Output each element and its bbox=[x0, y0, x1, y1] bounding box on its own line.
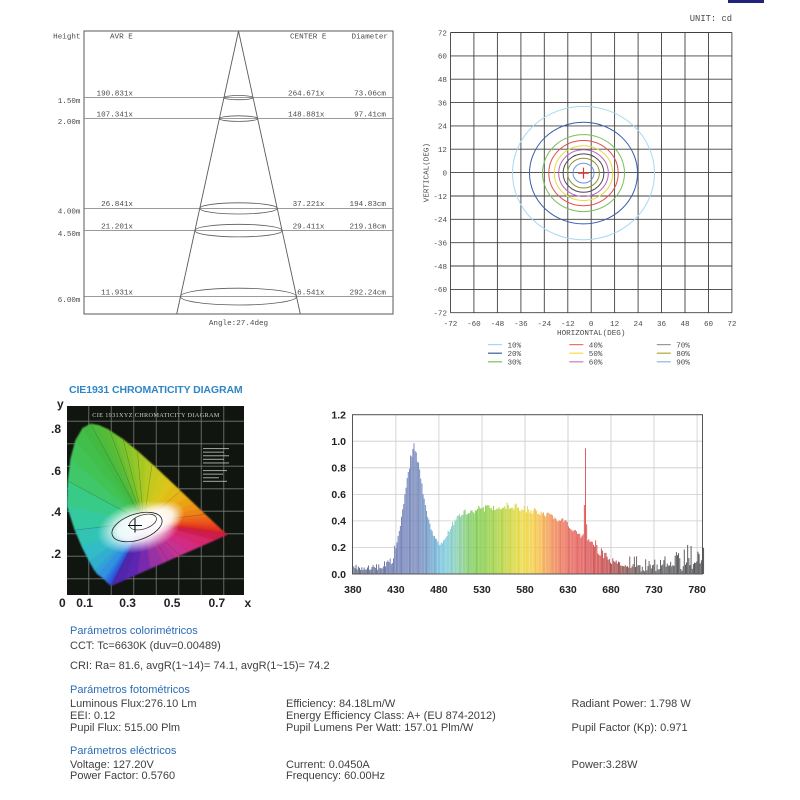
svg-text:780: 780 bbox=[688, 584, 706, 596]
svg-text:630: 630 bbox=[559, 584, 577, 596]
svg-text:194.83cm: 194.83cm bbox=[350, 201, 387, 209]
svg-text:107.341x: 107.341x bbox=[97, 111, 134, 119]
svg-text:530: 530 bbox=[473, 584, 491, 596]
svg-text:CENTER E: CENTER E bbox=[290, 34, 327, 42]
svg-text:219.18cm: 219.18cm bbox=[350, 223, 387, 231]
svg-text:VERTICAL(DEG): VERTICAL(DEG) bbox=[424, 143, 432, 202]
svg-text:60: 60 bbox=[704, 321, 714, 329]
svg-text:UNIT: cd: UNIT: cd bbox=[690, 14, 732, 24]
svg-text:-48: -48 bbox=[491, 321, 505, 329]
svg-text:72: 72 bbox=[727, 321, 737, 329]
svg-text:-24: -24 bbox=[537, 321, 551, 329]
svg-text:0.8: 0.8 bbox=[331, 463, 346, 475]
svg-text:2.00m: 2.00m bbox=[58, 119, 81, 127]
svg-text:1.0: 1.0 bbox=[331, 436, 346, 448]
svg-text:20%: 20% bbox=[508, 351, 522, 359]
svg-text:-24: -24 bbox=[433, 217, 447, 225]
svg-text:1.50m: 1.50m bbox=[58, 98, 81, 106]
svg-text:6.00m: 6.00m bbox=[58, 297, 81, 305]
svg-text:73.06cm: 73.06cm bbox=[354, 90, 386, 98]
svg-text:480: 480 bbox=[430, 584, 448, 596]
svg-text:-60: -60 bbox=[433, 287, 447, 295]
svg-text:264.671x: 264.671x bbox=[288, 90, 325, 98]
svg-text:Diameter: Diameter bbox=[352, 34, 388, 42]
svg-text:580: 580 bbox=[516, 584, 534, 596]
svg-text:37.221x: 37.221x bbox=[293, 201, 325, 209]
svg-text:380: 380 bbox=[344, 584, 362, 596]
svg-text:-36: -36 bbox=[514, 321, 528, 329]
svg-text:680: 680 bbox=[602, 584, 620, 596]
svg-text:29.411x: 29.411x bbox=[293, 223, 325, 231]
svg-text:0.4: 0.4 bbox=[331, 516, 346, 528]
svg-text:-36: -36 bbox=[433, 241, 447, 249]
svg-text:-60: -60 bbox=[467, 321, 481, 329]
svg-text:292.24cm: 292.24cm bbox=[350, 289, 387, 297]
svg-text:48: 48 bbox=[438, 77, 448, 85]
svg-text:-72: -72 bbox=[444, 321, 458, 329]
svg-text:-72: -72 bbox=[433, 311, 447, 319]
svg-text:0: 0 bbox=[589, 321, 594, 329]
svg-text:4.00m: 4.00m bbox=[58, 209, 81, 217]
svg-text:0.2: 0.2 bbox=[331, 542, 346, 554]
svg-text:72: 72 bbox=[438, 30, 448, 38]
svg-text:48: 48 bbox=[680, 321, 690, 329]
svg-text:11.931x: 11.931x bbox=[101, 289, 133, 297]
svg-text:70%: 70% bbox=[676, 343, 690, 351]
svg-text:-48: -48 bbox=[433, 264, 447, 272]
svg-text:12: 12 bbox=[438, 147, 448, 155]
svg-text:Angle:27.4deg: Angle:27.4deg bbox=[209, 320, 268, 328]
svg-text:10%: 10% bbox=[508, 343, 522, 351]
svg-text:80%: 80% bbox=[676, 351, 690, 359]
svg-text:97.41cm: 97.41cm bbox=[354, 111, 386, 119]
svg-text:40%: 40% bbox=[589, 343, 603, 351]
svg-text:36: 36 bbox=[438, 100, 448, 108]
svg-text:60: 60 bbox=[438, 54, 448, 62]
svg-text:21.201x: 21.201x bbox=[101, 223, 133, 231]
svg-text:26.841x: 26.841x bbox=[101, 201, 133, 209]
svg-text:90%: 90% bbox=[676, 360, 690, 368]
svg-text:0.6: 0.6 bbox=[331, 489, 346, 501]
svg-text:36: 36 bbox=[657, 321, 667, 329]
svg-text:6.541x: 6.541x bbox=[297, 289, 325, 297]
svg-text:24: 24 bbox=[634, 321, 644, 329]
svg-text:730: 730 bbox=[645, 584, 663, 596]
svg-text:190.831x: 190.831x bbox=[97, 90, 134, 98]
svg-text:60%: 60% bbox=[589, 360, 603, 368]
svg-text:30%: 30% bbox=[508, 360, 522, 368]
svg-text:148.881x: 148.881x bbox=[288, 111, 325, 119]
svg-text:430: 430 bbox=[387, 584, 405, 596]
svg-text:24: 24 bbox=[438, 124, 448, 132]
svg-text:50%: 50% bbox=[589, 351, 603, 359]
svg-text:0.0: 0.0 bbox=[331, 569, 346, 581]
svg-text:1.2: 1.2 bbox=[331, 410, 346, 422]
svg-text:-12: -12 bbox=[561, 321, 575, 329]
svg-text:CIE 1931XYZ CHROMATICITY DIAGR: CIE 1931XYZ CHROMATICITY DIAGRAM bbox=[92, 412, 220, 419]
svg-text:12: 12 bbox=[610, 321, 620, 329]
svg-text:0: 0 bbox=[442, 170, 447, 178]
svg-text:-12: -12 bbox=[433, 194, 447, 202]
svg-text:Height: Height bbox=[53, 34, 80, 42]
svg-text:4.50m: 4.50m bbox=[58, 231, 81, 239]
svg-text:AVR E: AVR E bbox=[110, 34, 133, 42]
svg-text:HORIZONTAL(DEG): HORIZONTAL(DEG) bbox=[557, 330, 625, 338]
